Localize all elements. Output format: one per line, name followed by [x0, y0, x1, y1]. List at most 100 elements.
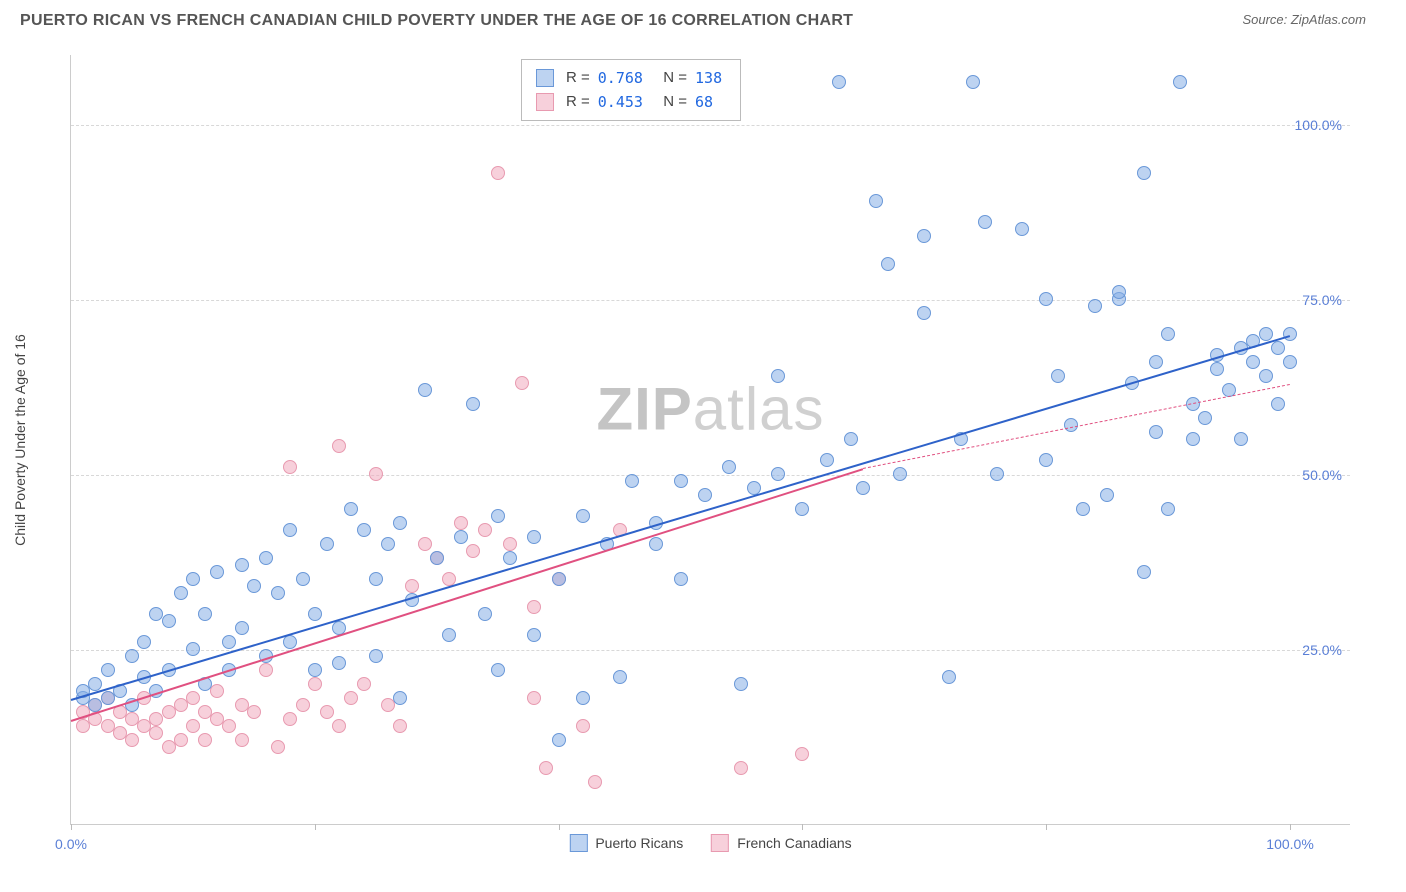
scatter-point-pr: [1271, 397, 1285, 411]
y-tick-label: 25.0%: [1302, 642, 1342, 658]
scatter-point-pr: [1186, 432, 1200, 446]
y-tick-label: 75.0%: [1302, 292, 1342, 308]
scatter-point-pr: [442, 628, 456, 642]
scatter-point-pr: [674, 474, 688, 488]
regression-line-pr: [71, 335, 1291, 701]
scatter-point-pr: [369, 572, 383, 586]
scatter-point-pr: [771, 369, 785, 383]
scatter-point-pr: [1259, 327, 1273, 341]
scatter-point-pr: [881, 257, 895, 271]
scatter-point-pr: [454, 530, 468, 544]
scatter-point-fc: [454, 516, 468, 530]
scatter-point-pr: [174, 586, 188, 600]
scatter-point-fc: [332, 719, 346, 733]
scatter-point-pr: [1137, 565, 1151, 579]
scatter-point-fc: [332, 439, 346, 453]
scatter-point-pr: [308, 663, 322, 677]
scatter-point-pr: [771, 467, 785, 481]
scatter-point-pr: [856, 481, 870, 495]
chart-title: PUERTO RICAN VS FRENCH CANADIAN CHILD PO…: [20, 12, 853, 30]
scatter-point-pr: [1259, 369, 1273, 383]
x-tick-label: 100.0%: [1266, 836, 1313, 852]
scatter-point-pr: [491, 663, 505, 677]
legend-item-pr: Puerto Ricans: [569, 834, 683, 852]
scatter-point-pr: [381, 537, 395, 551]
scatter-point-pr: [527, 628, 541, 642]
scatter-point-pr: [308, 607, 322, 621]
scatter-point-pr: [1051, 369, 1065, 383]
scatter-point-pr: [271, 586, 285, 600]
scatter-point-pr: [344, 502, 358, 516]
scatter-point-pr: [722, 460, 736, 474]
scatter-point-pr: [1210, 362, 1224, 376]
x-tick-mark: [1046, 824, 1047, 830]
scatter-point-pr: [332, 656, 346, 670]
scatter-point-fc: [235, 733, 249, 747]
swatch-french-canadians: [536, 93, 554, 111]
swatch-puerto-ricans: [536, 69, 554, 87]
scatter-point-fc: [418, 537, 432, 551]
scatter-point-fc: [369, 467, 383, 481]
scatter-point-fc: [296, 698, 310, 712]
scatter-point-pr: [552, 572, 566, 586]
scatter-point-pr: [137, 635, 151, 649]
scatter-point-pr: [296, 572, 310, 586]
scatter-point-pr: [1149, 425, 1163, 439]
scatter-point-pr: [1283, 327, 1297, 341]
scatter-point-pr: [990, 467, 1004, 481]
scatter-point-pr: [393, 691, 407, 705]
scatter-point-pr: [832, 75, 846, 89]
watermark: ZIPatlas: [596, 374, 824, 443]
chart-container: Child Poverty Under the Age of 16 ZIPatl…: [50, 55, 1380, 825]
scatter-point-fc: [174, 733, 188, 747]
scatter-point-pr: [1112, 285, 1126, 299]
y-tick-label: 100.0%: [1295, 117, 1342, 133]
scatter-point-pr: [917, 229, 931, 243]
scatter-point-pr: [186, 572, 200, 586]
scatter-point-fc: [247, 705, 261, 719]
scatter-point-pr: [503, 551, 517, 565]
scatter-point-pr: [186, 642, 200, 656]
scatter-point-pr: [283, 523, 297, 537]
scatter-point-fc: [186, 691, 200, 705]
gridline: [71, 300, 1350, 301]
scatter-point-fc: [393, 719, 407, 733]
scatter-point-pr: [1076, 502, 1090, 516]
scatter-point-fc: [527, 600, 541, 614]
scatter-point-pr: [613, 670, 627, 684]
scatter-point-pr: [527, 530, 541, 544]
scatter-point-fc: [259, 663, 273, 677]
source-label: Source: ZipAtlas.com: [1242, 12, 1366, 27]
scatter-point-pr: [1283, 355, 1297, 369]
scatter-point-fc: [795, 747, 809, 761]
x-tick-mark: [71, 824, 72, 830]
regression-line-fc-dashed: [863, 384, 1290, 469]
scatter-point-pr: [283, 635, 297, 649]
scatter-point-fc: [357, 677, 371, 691]
x-tick-mark: [802, 824, 803, 830]
scatter-point-pr: [369, 649, 383, 663]
scatter-point-pr: [101, 663, 115, 677]
scatter-point-pr: [247, 579, 261, 593]
scatter-point-fc: [527, 691, 541, 705]
scatter-point-pr: [820, 453, 834, 467]
plot-area: ZIPatlas R = 0.768 N = 138 R = 0.453 N =…: [70, 55, 1350, 825]
legend-swatch-fc: [711, 834, 729, 852]
scatter-point-pr: [1234, 432, 1248, 446]
y-tick-label: 50.0%: [1302, 467, 1342, 483]
scatter-point-fc: [222, 719, 236, 733]
x-tick-mark: [315, 824, 316, 830]
scatter-point-pr: [1039, 292, 1053, 306]
scatter-point-pr: [259, 551, 273, 565]
stats-row-pr: R = 0.768 N = 138: [536, 66, 726, 90]
scatter-point-pr: [734, 677, 748, 691]
gridline: [71, 125, 1350, 126]
scatter-point-pr: [795, 502, 809, 516]
x-tick-mark: [559, 824, 560, 830]
scatter-point-fc: [491, 166, 505, 180]
scatter-point-fc: [539, 761, 553, 775]
scatter-point-pr: [1149, 355, 1163, 369]
scatter-point-pr: [1039, 453, 1053, 467]
scatter-point-pr: [1198, 411, 1212, 425]
scatter-point-fc: [344, 691, 358, 705]
